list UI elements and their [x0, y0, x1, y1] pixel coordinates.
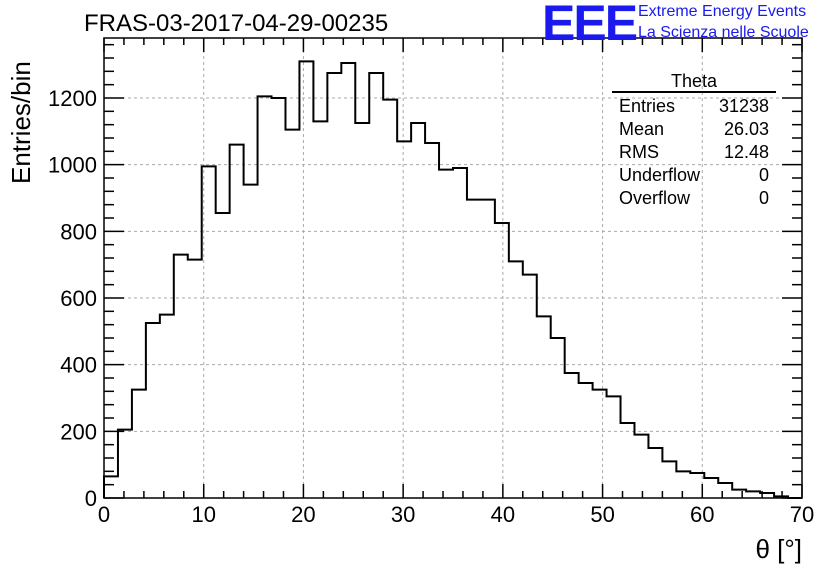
stat-label: Entries: [619, 96, 676, 116]
y-tick-label: 200: [60, 419, 97, 444]
stat-row-mean: Mean 26.03: [612, 118, 776, 141]
org-name-line2: La Scienza nelle Scuole: [638, 24, 809, 41]
stat-label: Mean: [619, 119, 665, 139]
y-tick-label: 400: [60, 353, 97, 378]
x-axis-label: θ [°]: [755, 534, 802, 564]
y-axis-label: Entries/bin: [6, 61, 36, 184]
y-tick-label: 0: [85, 486, 97, 511]
eee-logo: EEE: [542, 0, 638, 51]
x-tick-label: 60: [690, 502, 714, 527]
stat-label: Overflow: [619, 188, 691, 208]
grid-lines: [104, 38, 802, 498]
stat-value: 26.03: [723, 119, 769, 139]
axis-tick-labels: 0 10 20 30 40 50 60 70 0 200 400 600 800 1000 1200: [48, 86, 814, 527]
y-tick-label: 1000: [48, 153, 97, 178]
plot-frame: [103, 37, 803, 499]
stat-row-entries: Entries 31238: [612, 95, 776, 118]
histogram-outline: [103, 60, 802, 499]
stat-label: Underflow: [619, 165, 701, 185]
y-tick-label: 600: [60, 286, 97, 311]
x-tick-label: 70: [790, 502, 814, 527]
stat-value: 0: [758, 165, 769, 185]
stat-value: 31238: [718, 96, 769, 116]
stats-title: Theta: [612, 71, 776, 93]
stat-row-underflow: Underflow 0: [612, 164, 776, 187]
y-tick-label: 800: [60, 219, 97, 244]
x-tick-label: 10: [191, 502, 215, 527]
chart-title: FRAS-03-2017-04-29-00235: [84, 10, 389, 37]
x-tick-label: 20: [291, 502, 315, 527]
x-tick-label: 30: [391, 502, 415, 527]
stat-row-overflow: Overflow 0: [612, 187, 776, 210]
x-tick-label: 0: [98, 502, 110, 527]
stat-value: 12.48: [723, 142, 769, 162]
org-name-line1: Extreme Energy Events: [638, 3, 807, 20]
x-tick-label: 40: [491, 502, 515, 527]
stat-value: 0: [758, 188, 769, 208]
x-tick-label: 50: [590, 502, 614, 527]
stat-label: RMS: [619, 142, 659, 162]
stats-box: Theta Entries 31238 Mean 26.03 RMS 12.48…: [612, 71, 776, 210]
stat-row-rms: RMS 12.48: [612, 141, 776, 164]
axis-ticks: [103, 38, 803, 499]
y-tick-label: 1200: [48, 86, 97, 111]
